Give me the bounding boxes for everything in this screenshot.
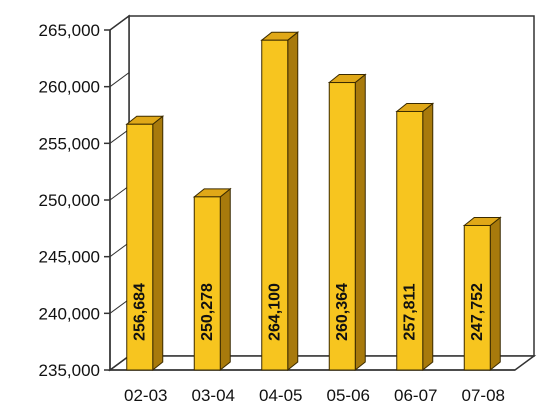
y-tick-label: 265,000 — [39, 21, 100, 40]
bar-side — [219, 187, 231, 372]
bar — [126, 123, 154, 371]
bar-data-label: 264,100 — [266, 283, 283, 341]
y-tick-depth-line — [109, 185, 130, 201]
labels-group: 235,000 240,000 245,000 250,000 255,000 260,0… — [39, 21, 505, 405]
x-tick-label: 02-03 — [124, 386, 167, 405]
bars-group — [125, 31, 502, 372]
bar-data-label: 256,684 — [131, 283, 148, 341]
bar-side — [489, 216, 501, 372]
y-tick-depth-line — [109, 128, 130, 144]
x-tick-label: 04-05 — [259, 386, 302, 405]
bar-side — [422, 102, 434, 372]
bar-side — [287, 31, 299, 372]
bar-data-label: 250,278 — [199, 283, 216, 341]
x-tick-label: 03-04 — [192, 386, 235, 405]
bar-side — [354, 73, 366, 372]
bar — [396, 110, 424, 371]
bar-data-label: 257,811 — [401, 283, 418, 340]
y-tick-depth-line — [109, 298, 130, 314]
bar — [193, 196, 221, 371]
bar-data-label: 247,752 — [469, 283, 486, 341]
bar — [261, 39, 289, 371]
y-tick-label: 240,000 — [39, 304, 100, 323]
x-tick-label: 07-08 — [462, 386, 505, 405]
x-tick-label: 06-07 — [394, 386, 437, 405]
y-tick-label: 260,000 — [39, 78, 100, 97]
x-tick-label: 05-06 — [327, 386, 370, 405]
y-tick-depth-line — [109, 15, 130, 31]
bar — [463, 224, 491, 371]
bar — [328, 82, 356, 371]
y-tick-label: 245,000 — [39, 248, 100, 267]
y-tick-depth-line — [109, 72, 130, 88]
y-tick-depth-line — [109, 355, 130, 371]
bar-data-label: 260,364 — [334, 283, 351, 341]
y-tick-label: 255,000 — [39, 134, 100, 153]
y-tick-label: 250,000 — [39, 191, 100, 210]
bar-side — [152, 115, 164, 372]
y-tick-depth-line — [109, 242, 130, 258]
y-tick-label: 235,000 — [39, 361, 100, 380]
